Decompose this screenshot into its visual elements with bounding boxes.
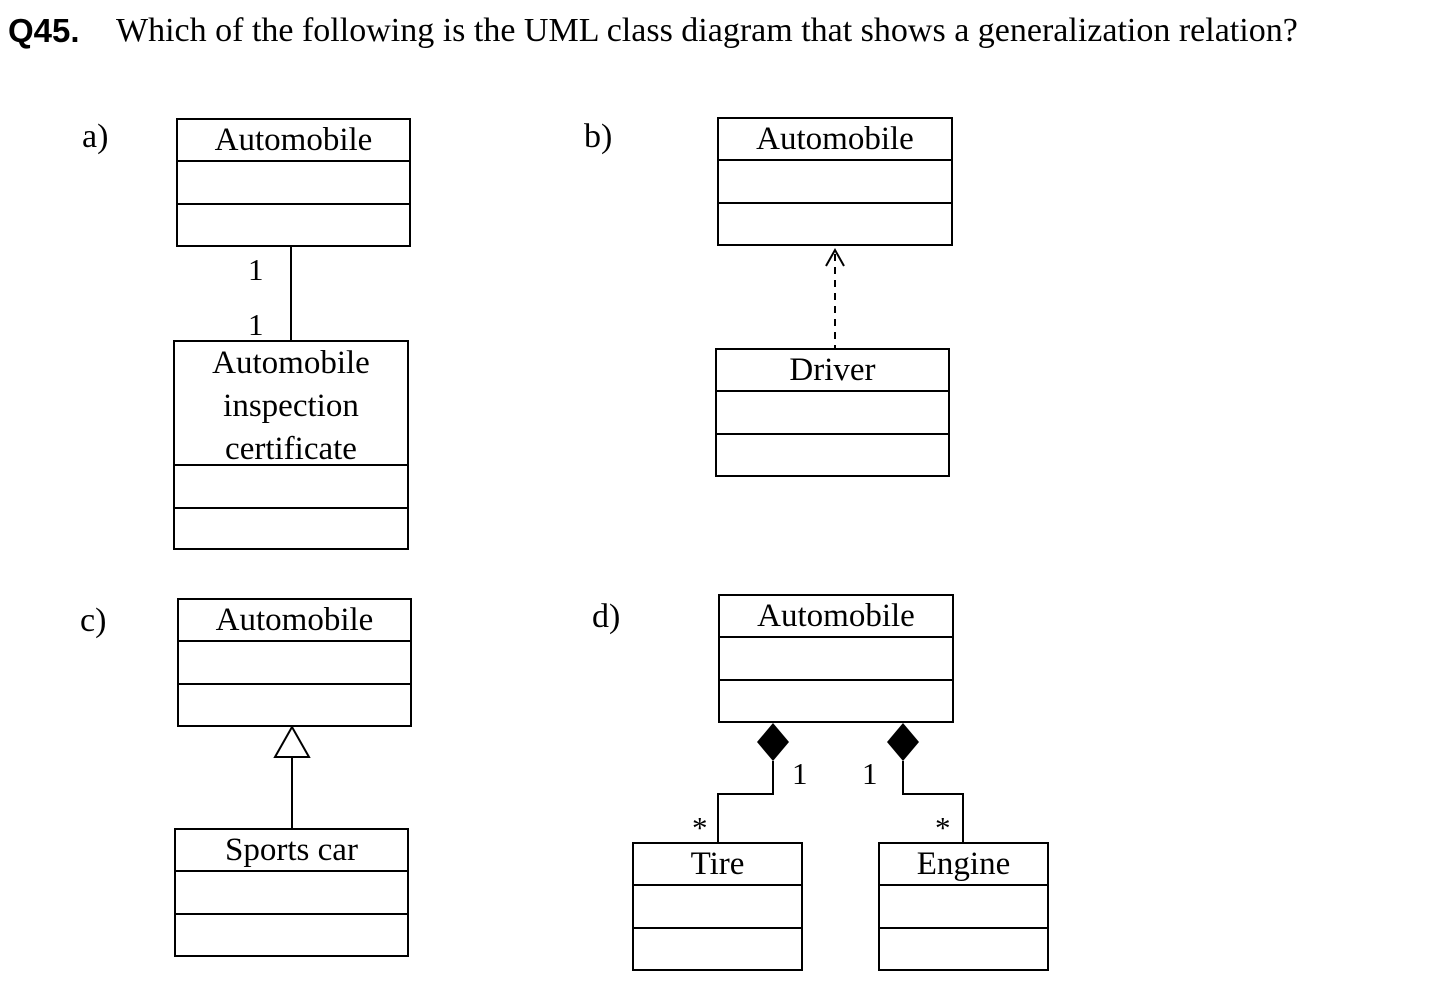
option-d-composition-diamond-left xyxy=(757,723,789,761)
class-name: Tire xyxy=(634,844,801,886)
question-number: Q45. xyxy=(8,12,80,49)
class-name: Automobile xyxy=(178,120,409,162)
option-d-composition-line-right xyxy=(902,761,964,842)
option-c-automobile-class: Automobile xyxy=(177,598,412,727)
option-d-multiplicity-left-whole: 1 xyxy=(792,756,808,791)
option-a-label[interactable]: a) xyxy=(82,118,109,155)
option-a-inspection-certificate-class: Automobile inspection certificate xyxy=(173,340,409,550)
class-name: Driver xyxy=(717,350,948,392)
class-attributes xyxy=(178,162,409,205)
option-d-composition-line-left xyxy=(717,761,774,842)
option-d-tire-class: Tire xyxy=(632,842,803,971)
question-text: Which of the following is the UML class … xyxy=(116,12,1298,49)
option-c-generalization-triangle xyxy=(273,724,311,758)
option-d-composition-diamond-right xyxy=(887,723,919,761)
option-a-multiplicity-top: 1 xyxy=(248,252,264,287)
class-name: Engine xyxy=(880,844,1047,886)
option-b-label[interactable]: b) xyxy=(584,118,613,155)
class-name: Sports car xyxy=(176,830,407,872)
class-operations xyxy=(720,681,952,724)
class-attributes xyxy=(717,392,948,435)
class-name-line: Automobile xyxy=(212,345,370,381)
class-operations xyxy=(179,685,410,728)
class-attributes xyxy=(720,638,952,681)
class-name: Automobile inspection certificate xyxy=(175,342,407,467)
option-c-sports-car-class: Sports car xyxy=(174,828,409,957)
class-operations xyxy=(178,205,409,248)
class-attributes xyxy=(880,886,1047,929)
class-name: Automobile xyxy=(719,119,951,161)
option-b-driver-class: Driver xyxy=(715,348,950,477)
class-name-line: certificate xyxy=(225,431,357,467)
option-d-multiplicity-left-part: * xyxy=(692,810,708,845)
option-d-automobile-class: Automobile xyxy=(718,594,954,723)
option-d-label[interactable]: d) xyxy=(592,598,621,635)
option-c-label[interactable]: c) xyxy=(80,602,107,639)
option-d-engine-class: Engine xyxy=(878,842,1049,971)
class-name-line: inspection xyxy=(223,388,359,424)
class-attributes xyxy=(179,642,410,685)
class-operations xyxy=(175,509,407,552)
class-attributes xyxy=(634,886,801,929)
class-attributes xyxy=(176,872,407,915)
class-name: Automobile xyxy=(179,600,410,642)
class-attributes xyxy=(719,161,951,204)
class-operations xyxy=(719,204,951,247)
option-b-open-arrowhead xyxy=(825,247,845,267)
class-operations xyxy=(634,929,801,972)
option-a-automobile-class: Automobile xyxy=(176,118,411,247)
class-attributes xyxy=(175,466,407,509)
option-d-multiplicity-right-whole: 1 xyxy=(862,756,878,791)
class-name: Automobile xyxy=(720,596,952,638)
class-operations xyxy=(717,435,948,478)
class-operations xyxy=(880,929,1047,972)
option-b-automobile-class: Automobile xyxy=(717,117,953,246)
option-a-multiplicity-bottom: 1 xyxy=(248,307,264,342)
class-operations xyxy=(176,915,407,958)
option-d-multiplicity-right-part: * xyxy=(935,810,951,845)
